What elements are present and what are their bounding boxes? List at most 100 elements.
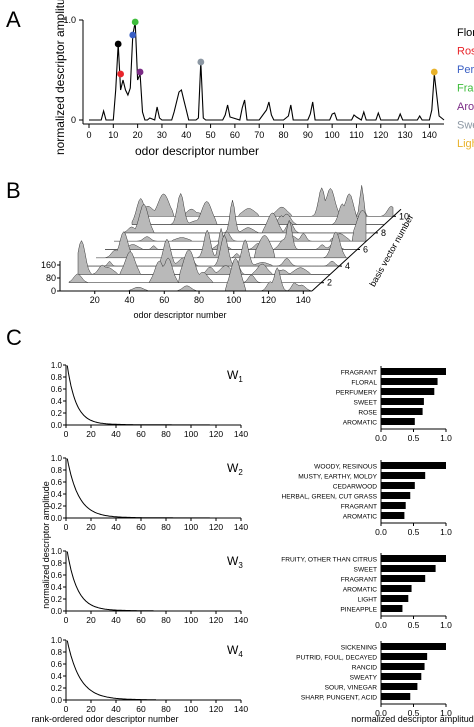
panel-c-bar-3-x-tick-label: 0.0 — [375, 620, 387, 630]
panel-c-w2-x-tick-label: 120 — [209, 522, 223, 532]
panel-c-bar-2-6 — [381, 512, 405, 519]
panel-b-z-tick-label: 6 — [363, 245, 368, 255]
panel-c-w3-y-tick-label: 0.8 — [51, 559, 63, 568]
panel-c-bar-3-6 — [381, 605, 403, 612]
panel-c-w4-x-tick-label: 60 — [136, 704, 146, 714]
panel-c-bar-4-x-tick-label: 0.5 — [408, 708, 420, 718]
panel-c-bar-label-4-3: RANCID — [352, 665, 378, 672]
panel-a-x-tick-label: 0 — [86, 130, 91, 140]
panel-c-w4-x-tick-label: 80 — [161, 704, 171, 714]
panel-c-w4-y-tick-label: 0.4 — [51, 672, 63, 681]
panel-b-z-tick-label: 8 — [381, 228, 386, 238]
panel-c-w4-y-tick-label: 0.0 — [51, 696, 63, 705]
panel-c-w1-x-tick-label: 120 — [209, 429, 223, 439]
panel-c-bar-3-x-tick-label: 0.5 — [408, 620, 420, 630]
panel-c-bar-2-x-tick-label: 0.5 — [408, 527, 420, 537]
panel-c-bar-label-4-5: SOUR, VINEGAR — [325, 685, 378, 692]
panel-c-bar-label-3-3: FRAGRANT — [341, 577, 377, 584]
panel-a-x-tick-label: 120 — [373, 130, 388, 140]
panel-c-w4-label: W4 — [227, 643, 243, 659]
panel-c-bar-2-4 — [381, 492, 411, 499]
panel-c-bar-label-3-4: AROMATIC — [343, 587, 378, 594]
panel-c-w1-label: W1 — [227, 368, 243, 384]
panel-c-w3-x-tick-label: 80 — [161, 615, 171, 625]
panel-c-w1-curve — [66, 365, 210, 426]
panel-c-w2-y-tick-label: 0.2 — [51, 502, 63, 511]
panel-c-w3-y-tick-label: 0.0 — [51, 607, 63, 616]
panel-b-x-tick-label: 60 — [159, 295, 169, 305]
panel-a-chart: normalized descriptor amplitude odor des… — [53, 0, 474, 158]
panel-c-bar-label-4-1: SICKENING — [341, 645, 377, 652]
panel-c-w2-y-tick-label: 0.4 — [51, 490, 63, 499]
panel-c-w-subscript: 4 — [238, 650, 243, 659]
panel-a-axes: 0 10 20 30 40 50 60 70 80 90 100 110 120 130 140 0 1.0 — [63, 15, 444, 140]
panel-c-bars: FRAGRANT FLORAL PERFUMERY SWEET ROSE AROMATIC… — [281, 366, 452, 718]
panel-c-w1-x-tick-label: 20 — [86, 429, 96, 439]
panel-c-bar-1-1 — [381, 368, 446, 375]
panel-c-x-axis-label: rank-ordered odor descriptor number — [31, 714, 178, 724]
panel-c-w1-x-tick-label: 0 — [64, 429, 69, 439]
panel-c-w2-y-tick-label: 1.0 — [51, 454, 63, 463]
panel-c-w3-y-tick-label: 0.2 — [51, 595, 63, 604]
panel-b-x-tick-label: 140 — [296, 295, 311, 305]
panel-c-bar-4-3 — [381, 663, 425, 670]
panel-c-bar-label-1-4: SWEET — [354, 400, 377, 407]
panel-b-x-tick-label: 120 — [261, 295, 276, 305]
panel-c-bar-2-x-tick-label: 0.0 — [375, 527, 387, 537]
panel-b-stacked-traces — [60, 185, 394, 292]
panel-c-bar-label-4-2: PUTRID, FOUL, DECAYED — [296, 655, 377, 662]
panel-c-w-letter: W — [227, 368, 239, 382]
panel-a-legend-item-rose: Rose — [457, 46, 474, 58]
panel-c-w3-x-tick-label: 20 — [86, 615, 96, 625]
panel-c-w4-y-tick-label: 0.8 — [51, 648, 63, 657]
panel-c-w1-y-tick-label: 1.0 — [51, 361, 63, 370]
panel-c-w3-x-tick-label: 100 — [184, 615, 198, 625]
panel-b-y-tick-label: 0 — [51, 286, 56, 296]
panel-c-w4-x-tick-label: 140 — [234, 704, 248, 714]
panel-c-bar-label-2-4: HERBAL, GREEN, CUT GRASS — [281, 494, 377, 501]
panel-c-bar-4-4 — [381, 673, 422, 680]
panel-c-w4-x-tick-label: 20 — [86, 704, 96, 714]
panel-label-a: A — [6, 7, 21, 32]
panel-b-z-tick-label: 4 — [345, 261, 350, 271]
panel-c-bar-label-4-4: SWEATY — [350, 675, 378, 682]
panel-c-w3-x-tick-label: 60 — [136, 615, 146, 625]
panel-a-x-tick-label: 130 — [398, 130, 413, 140]
panel-c-w2-x-tick-label: 140 — [234, 522, 248, 532]
panel-c-w4-y-tick-label: 1.0 — [51, 636, 63, 645]
panel-c-bar-label-1-2: FLORAL — [351, 380, 377, 387]
panel-a-marker-fragrant — [131, 18, 139, 26]
panel-a-legend-item-sweet: Sweet — [457, 120, 474, 132]
panel-c-bar-label-2-3: CEDARWOOD — [333, 484, 377, 491]
panel-c-bar-2-x-tick-label: 1.0 — [440, 527, 452, 537]
panel-c-w3-y-tick-label: 1.0 — [51, 547, 63, 556]
panel-c-w3-label: W3 — [227, 554, 243, 570]
panel-a-x-tick-label: 100 — [325, 130, 340, 140]
panel-c-bar-1-x-tick-label: 0.0 — [375, 433, 387, 443]
panel-c-bar-label-1-3: PERFUMERY — [336, 390, 378, 397]
panel-b-x-tick-label: 40 — [125, 295, 135, 305]
panel-c-bar-2-5 — [381, 502, 406, 509]
panel-c-bar-label-3-5: LIGHT — [358, 597, 377, 604]
panel-b-chart: 20 40 60 80 100 120 140 0 80 160 2 4 6 8 10 odor descr… — [41, 185, 415, 320]
panel-c-w4-y-tick-label: 0.6 — [51, 660, 63, 669]
panel-c-bar-3-4 — [381, 585, 412, 592]
panel-a-marker-sweet — [197, 58, 205, 66]
panel-c-w4-x-tick-label: 100 — [184, 704, 198, 714]
panel-c-w3-x-tick-label: 40 — [111, 615, 121, 625]
panel-b-z-axis-line — [311, 208, 402, 292]
panel-b-x-axis-label: odor descriptor number — [133, 310, 226, 320]
panel-b-axes: 20 40 60 80 100 120 140 0 80 160 2 4 6 8 10 — [41, 208, 409, 305]
panel-a-y-tick-label: 0 — [71, 115, 76, 125]
panel-c-w-subscript: 1 — [238, 375, 243, 384]
panel-c-w2-y-tick-label: 0.0 — [51, 514, 63, 523]
panel-c-w-subscript: 3 — [238, 561, 243, 570]
panel-c-w1-x-tick-label: 140 — [234, 429, 248, 439]
panel-a-x-axis-label: odor descriptor number — [135, 144, 259, 158]
panel-c-bar-2-1 — [381, 462, 446, 469]
panel-c-bar-3-x-tick-label: 1.0 — [440, 620, 452, 630]
panel-a-legend-item-light: Light — [457, 138, 474, 150]
panel-a-marker-light — [430, 68, 438, 76]
panel-c-w3-x-tick-label: 120 — [209, 615, 223, 625]
